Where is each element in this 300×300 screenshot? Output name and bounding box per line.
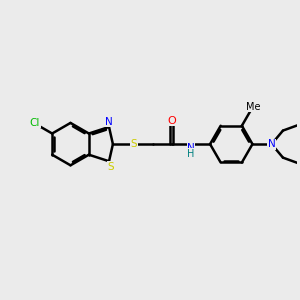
Text: N: N	[187, 143, 195, 153]
Text: S: S	[107, 162, 114, 172]
Text: Cl: Cl	[30, 118, 40, 128]
Text: H: H	[187, 148, 195, 158]
Text: O: O	[167, 116, 176, 126]
Text: S: S	[131, 139, 137, 148]
Text: N: N	[268, 139, 275, 149]
Text: Me: Me	[246, 102, 260, 112]
Text: N: N	[105, 117, 113, 127]
